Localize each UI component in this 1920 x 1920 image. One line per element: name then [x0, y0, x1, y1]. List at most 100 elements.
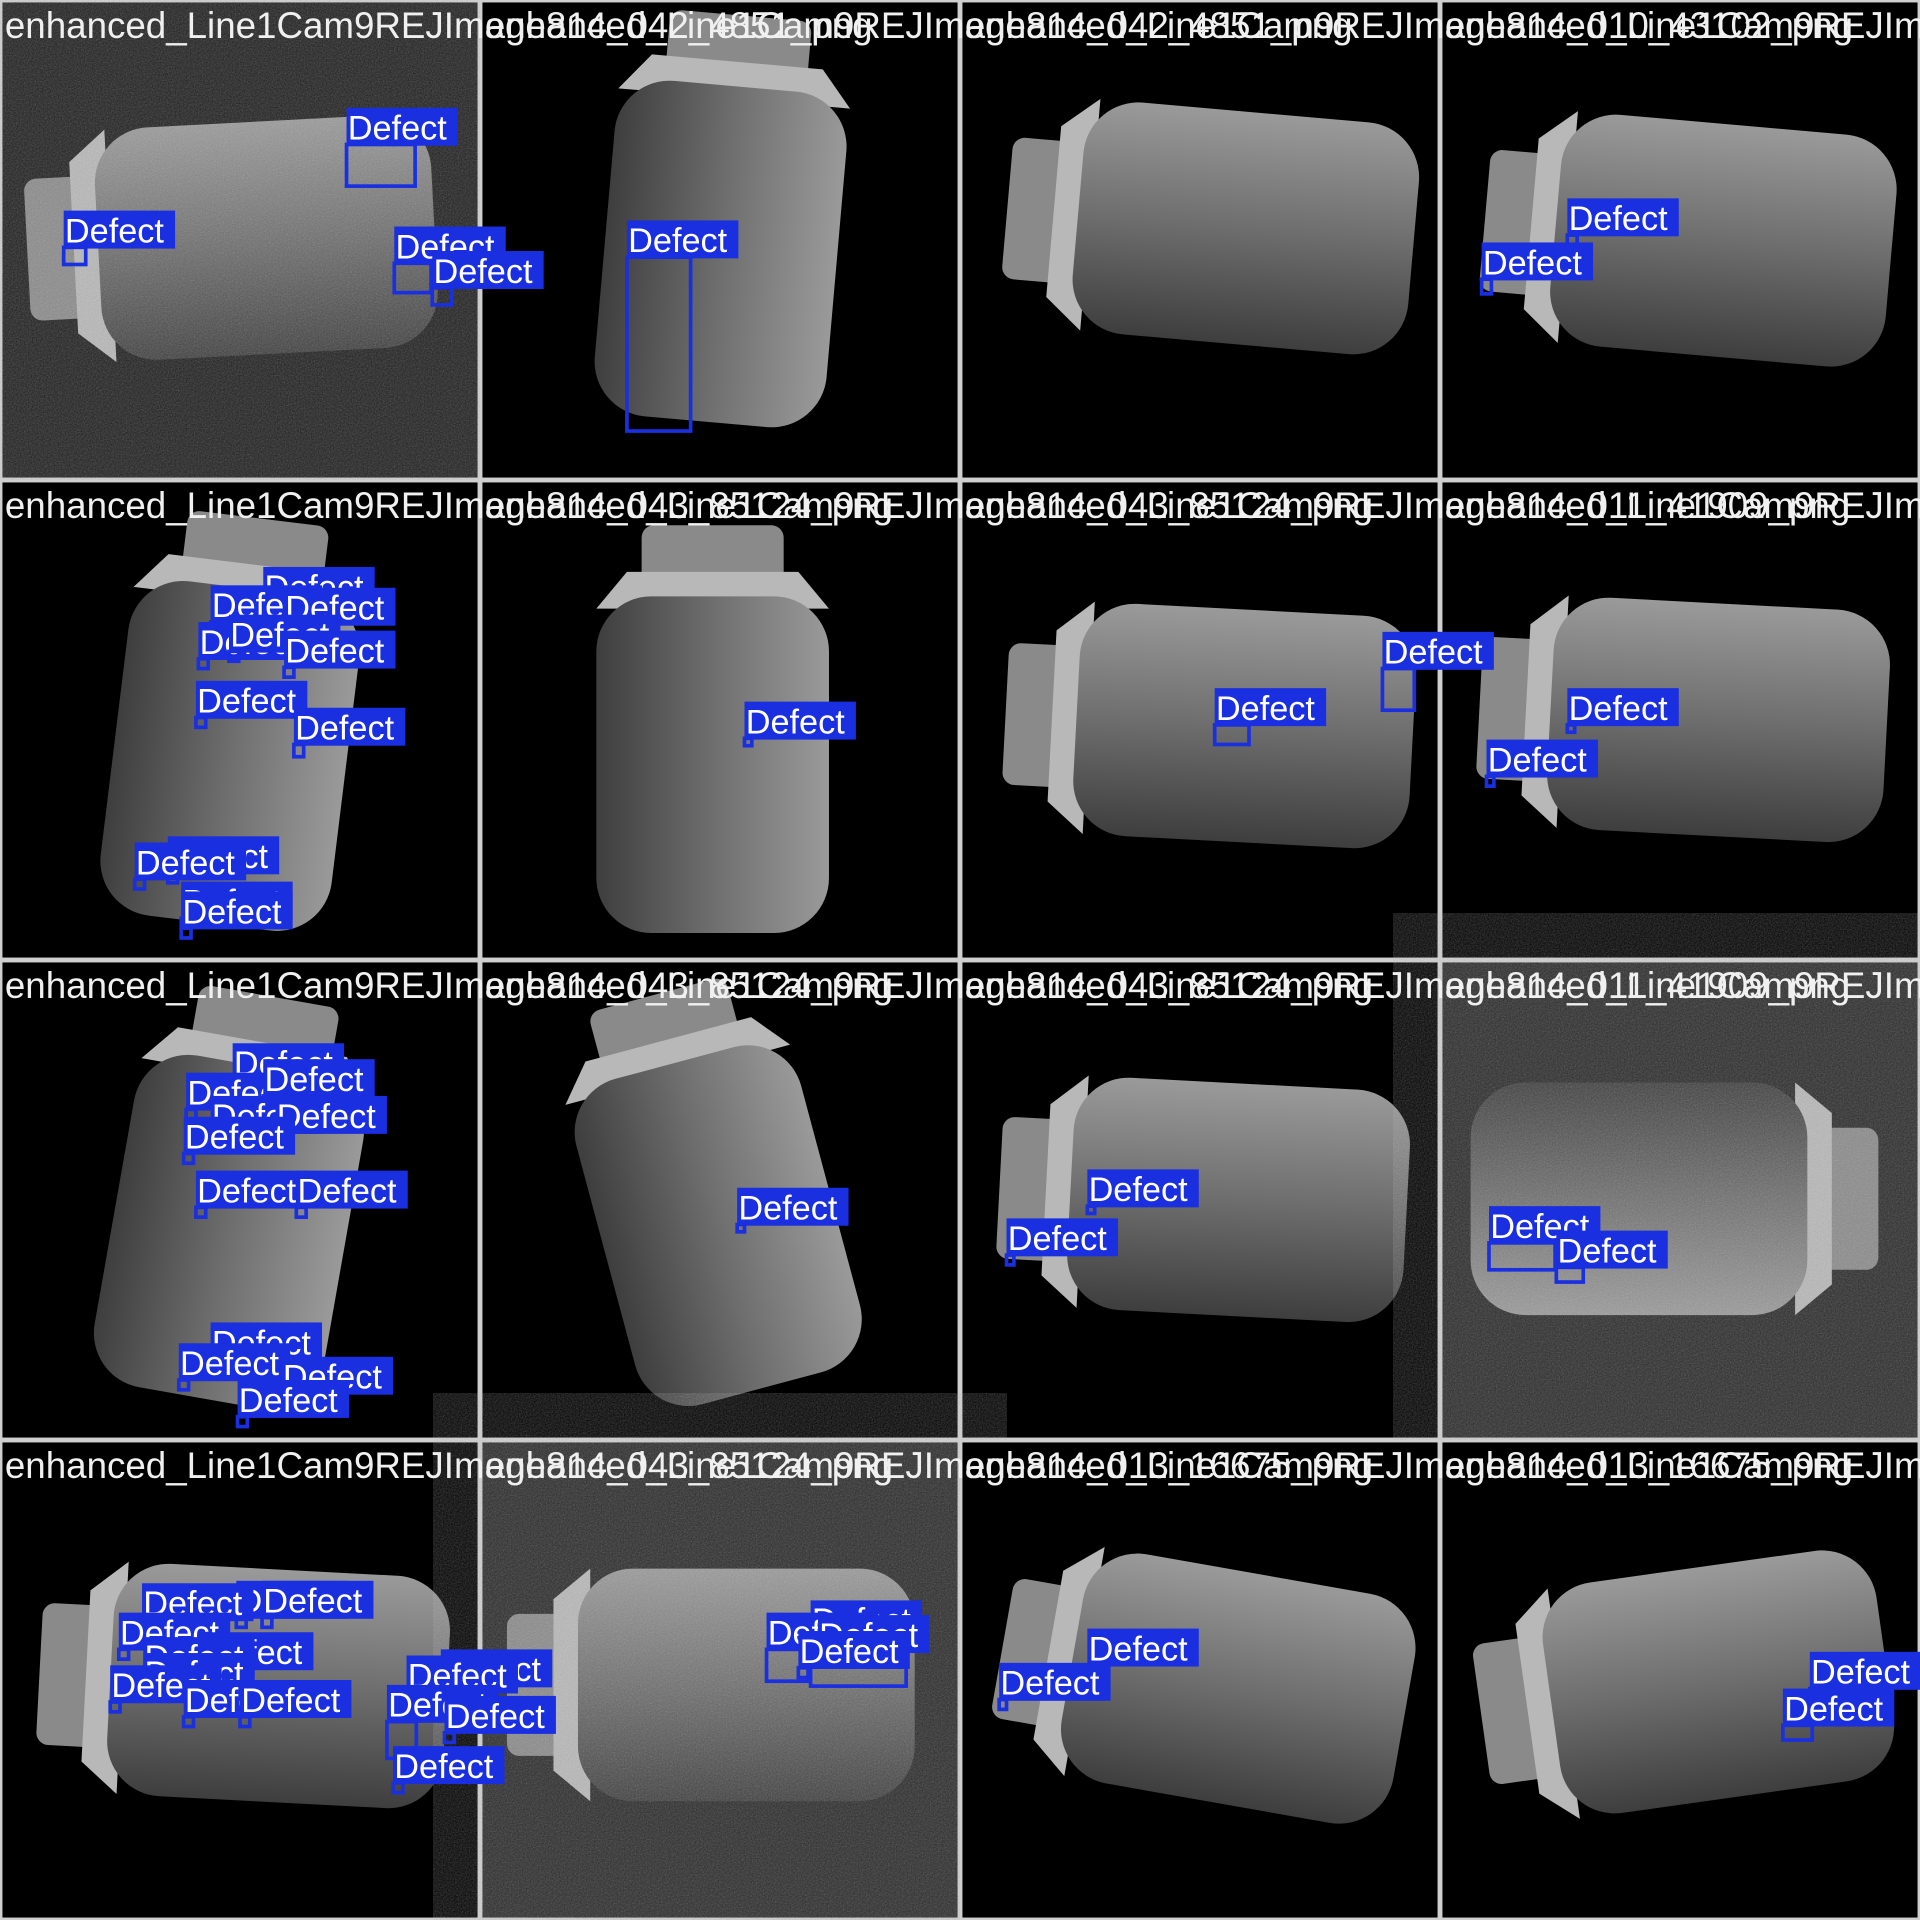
can-body [1547, 597, 1890, 843]
tile-image [1440, 480, 1920, 960]
can [996, 1075, 1410, 1323]
label-background [240, 1680, 352, 1718]
defect-label: Defect [185, 1119, 285, 1157]
defect-label: Defect [746, 703, 846, 741]
defect-label: Defect [182, 893, 282, 931]
label-background [1782, 1688, 1895, 1727]
defect-label: Defect [180, 1345, 280, 1383]
defect-label: Defect [241, 1682, 341, 1720]
defect-label: Defect [348, 110, 448, 148]
label-background [181, 891, 293, 930]
label-background [737, 1187, 849, 1226]
label-background [262, 1580, 374, 1619]
label-background [1481, 242, 1594, 281]
defect-label: Defect [136, 844, 236, 882]
label-background [195, 680, 308, 719]
defect-label: Defect [1384, 634, 1484, 672]
defect-label: Defect [1811, 1654, 1911, 1692]
label-background [195, 1170, 308, 1209]
tile-image [960, 1440, 1440, 1920]
can [1002, 601, 1417, 849]
tile-image [1440, 960, 1920, 1440]
filename: enhanced_Line1Cam9REJImage814_042_26575_… [1445, 1445, 1920, 1486]
label-background [1382, 631, 1494, 670]
defect-label: Defect [1000, 1665, 1100, 1703]
tile-image [480, 960, 960, 1440]
label-background [263, 1059, 375, 1098]
defect-label: Defect [738, 1190, 838, 1228]
filename: enhanced_Line1Cam9REJImage814_043_85124_… [485, 965, 1373, 1006]
label-background [1486, 739, 1598, 778]
filename: enhanced_Line1Cam9REJImage814_043_85124_… [485, 485, 1373, 526]
label-background [1567, 688, 1679, 727]
can-neck [641, 525, 784, 587]
label-background [296, 1170, 408, 1209]
label-background [444, 1695, 556, 1734]
label-background [134, 842, 247, 881]
noise [481, 1441, 959, 1919]
label-background [432, 251, 544, 289]
label-background [744, 701, 856, 740]
tile-image [480, 1440, 960, 1920]
defect-label: Defect [285, 632, 385, 670]
can [1473, 1550, 1895, 1819]
filename: enhanced_Line1Cam9REJImage814_043_85124_… [5, 1445, 893, 1486]
filename: enhanced_Line1Cam9REJImage814_043_85124_… [5, 485, 893, 526]
defect-label: Defect [1483, 244, 1583, 282]
defect-label: Defect [446, 1698, 546, 1736]
noise [1441, 961, 1919, 1439]
filename: enhanced_Line1Cam9REJImage814_013_16675_… [485, 1445, 1373, 1486]
can-body [1067, 1077, 1410, 1323]
can [596, 525, 829, 934]
filename: enhanced_Line1Cam9REJImage814_042_4851_p… [5, 5, 873, 46]
defect-label: Defect [197, 1172, 297, 1210]
defect-label: Defect [1558, 1232, 1658, 1270]
label-background [999, 1662, 1111, 1701]
label-background [1567, 198, 1679, 237]
filename: enhanced_Line1Cam9REJImage814_011_41909_… [965, 485, 1850, 526]
filename: enhanced_Line1Cam9REJImage814_042_26575_… [1445, 965, 1920, 1006]
defect-label: Defect [1089, 1630, 1189, 1668]
filename: enhanced_Line1Cam9REJImage814_041_47120_… [1445, 485, 1920, 526]
label-background [1214, 688, 1327, 727]
defect-label: Defect [298, 1172, 398, 1210]
can-body [574, 1045, 862, 1406]
defect-label: Defect [1216, 690, 1316, 728]
defect-label: Defect [239, 1382, 339, 1420]
defect-label: Defect [1488, 741, 1588, 779]
label-background [1087, 1628, 1199, 1667]
filename: enhanced_Line1Cam9REJImage814_001_19621_… [1445, 5, 1920, 46]
label-background [798, 1631, 910, 1669]
can-body [596, 596, 829, 934]
label-background [293, 707, 406, 746]
label-background [63, 210, 176, 249]
defect-label: Defect [264, 1061, 364, 1099]
filename: enhanced_Line1Cam9REJImage814_013_16675_… [965, 1445, 1853, 1486]
can [565, 978, 862, 1406]
label-background [284, 630, 396, 669]
defect-label: Defect [628, 222, 728, 260]
label-background [1087, 1169, 1199, 1208]
label-background [393, 1746, 505, 1785]
can-neck [590, 978, 738, 1070]
defect-label: Defect [263, 1583, 363, 1621]
label-background [237, 1380, 349, 1418]
defect-label: Defect [1569, 690, 1669, 728]
defect-label: Defect [65, 212, 165, 250]
defect-label: Defect [1784, 1690, 1884, 1728]
label-background [178, 1343, 291, 1382]
label-background [1006, 1218, 1118, 1257]
defect-label: Defect [433, 253, 533, 291]
can [1479, 111, 1897, 367]
filename: enhanced_Line1Cam9REJImage814_043_85124_… [5, 965, 893, 1006]
label-background [1556, 1230, 1668, 1269]
can-body [1550, 114, 1897, 367]
tile-image [960, 0, 1440, 480]
tile-image [960, 960, 1440, 1440]
can [1002, 98, 1420, 355]
defect-label: Defect [1089, 1171, 1189, 1209]
defect-label: Defect [1008, 1220, 1108, 1258]
label-background [346, 107, 458, 146]
